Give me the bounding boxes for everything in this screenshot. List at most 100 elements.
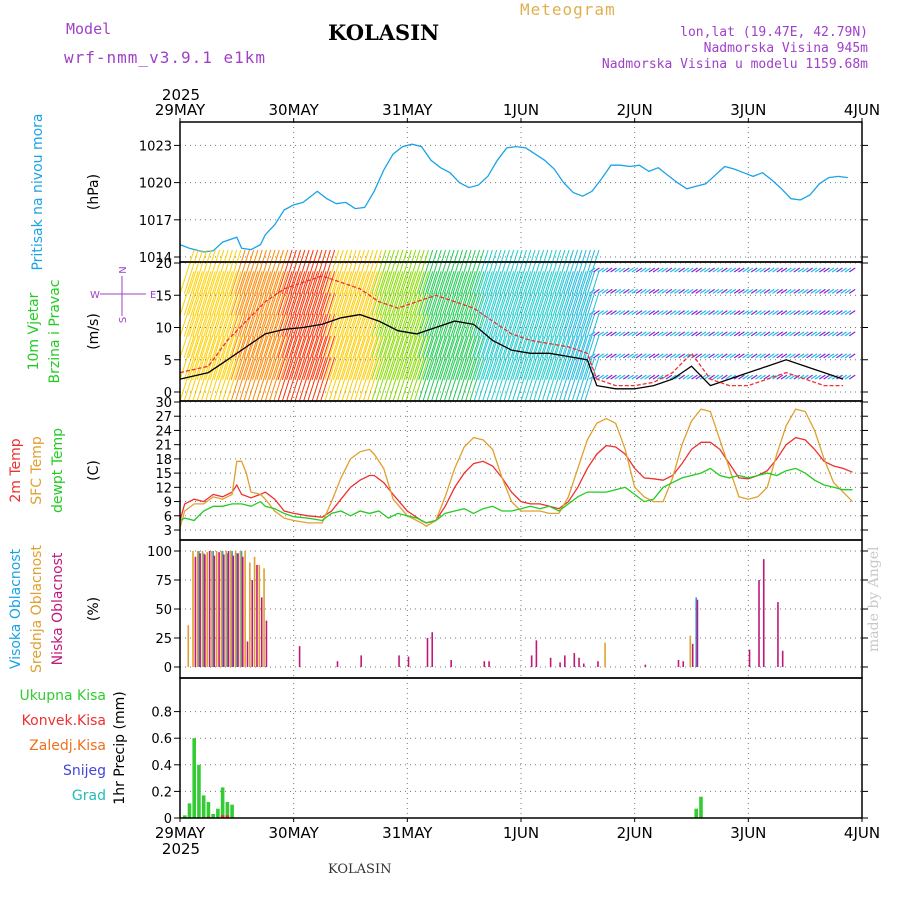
station-elevation: Nadmorska Visina 945m — [703, 41, 868, 56]
y-tick-label: 30 — [155, 396, 172, 411]
y-axis-label: Srednja Oblacnost — [29, 545, 45, 673]
y-tick-label: 5 — [164, 354, 172, 369]
wind-barb — [593, 353, 600, 359]
wind-barb — [669, 267, 677, 273]
wind-barb — [239, 356, 255, 402]
wind-barb — [772, 310, 779, 316]
wind-barb — [657, 331, 664, 337]
wind-barb — [605, 267, 613, 273]
wind-barb — [401, 292, 417, 337]
wind-barb — [405, 292, 421, 337]
wind-barb — [392, 356, 408, 402]
wind-barb — [345, 249, 361, 295]
wind-barb — [644, 374, 651, 380]
y-axis-label: 1hr Precip (mm) — [112, 691, 128, 804]
wind-barb — [222, 292, 238, 337]
wind-barb — [819, 353, 826, 359]
wind-barb — [537, 271, 553, 316]
wind-barb — [362, 335, 378, 380]
wind-barb — [294, 335, 310, 380]
wind-barb — [179, 356, 195, 402]
wind-barb — [473, 271, 489, 316]
wind-barb — [703, 331, 711, 337]
wind-barb — [217, 356, 233, 402]
wind-barb — [575, 356, 591, 402]
wind-barb — [264, 249, 280, 295]
wind-barb — [188, 313, 204, 359]
wind-barb — [482, 271, 498, 316]
wind-barb — [580, 356, 596, 402]
wind-barb — [511, 271, 527, 316]
wind-barb — [678, 331, 686, 337]
wind-barb — [699, 310, 707, 316]
wind-barb — [482, 356, 498, 402]
wind-barb — [239, 335, 255, 380]
wind-barb — [644, 267, 651, 273]
y-tick-label: 27 — [155, 410, 172, 425]
wind-barb — [554, 249, 570, 295]
wind-barb — [379, 356, 395, 402]
wind-compass: W E N S — [90, 266, 156, 323]
wind-barb — [588, 288, 596, 294]
wind-barb — [405, 249, 421, 295]
wind-barb — [367, 313, 383, 359]
wind-barb — [192, 313, 208, 359]
wind-barb — [490, 249, 506, 295]
wind-barb — [260, 335, 276, 380]
wind-barb — [281, 313, 297, 359]
wind-barb — [452, 356, 468, 402]
year-label-top: 2025 — [162, 86, 200, 104]
wind-barb — [716, 267, 724, 273]
wind-barb — [452, 271, 468, 316]
wind-barb — [431, 271, 446, 316]
wind-barb — [315, 249, 331, 295]
wind-barb — [179, 313, 195, 359]
wind-barb — [290, 356, 306, 402]
wind-barb — [541, 335, 557, 380]
wind-barb — [725, 353, 732, 359]
wind-barb — [213, 313, 229, 359]
wind-barb — [460, 271, 476, 316]
wind-barb — [614, 267, 622, 273]
wind-barb — [831, 374, 839, 380]
station-title: KOLASIN — [328, 20, 440, 45]
wind-barb — [251, 271, 267, 316]
wind-barb — [699, 267, 707, 273]
wind-barb — [674, 267, 681, 273]
wind-barb — [384, 313, 400, 359]
panel-cloud: 0 25 50 75 100 Visoka Oblacnost Srednja Oblacn… — [8, 539, 868, 679]
wind-barb — [277, 356, 293, 402]
wind-barb — [567, 292, 583, 337]
wind-barb — [473, 356, 489, 402]
model-label: Model — [66, 20, 112, 38]
wind-barb — [784, 374, 792, 380]
wind-barb — [358, 249, 374, 295]
wind-barb — [529, 313, 545, 359]
wind-barb — [260, 292, 276, 337]
wind-barb — [247, 292, 263, 337]
wind-barb — [362, 292, 378, 337]
wind-barb — [494, 356, 510, 402]
model-run-label: wrf-nmm_v3.9.1 e1km — [64, 48, 267, 67]
wind-barb — [439, 249, 455, 295]
wind-barb — [708, 288, 715, 294]
wind-barb — [750, 310, 758, 316]
wind-barb — [358, 292, 374, 337]
wind-barb — [836, 267, 843, 273]
wind-barb — [490, 313, 506, 359]
wind-barb — [584, 313, 600, 359]
y-tick-label: 24 — [155, 424, 172, 439]
wind-barb — [345, 292, 361, 337]
wind-barb — [742, 331, 749, 337]
wind-barb — [712, 353, 720, 359]
wind-barb — [640, 331, 647, 337]
wind-barb — [350, 271, 365, 316]
wind-barb — [448, 335, 464, 380]
wind-barb — [801, 310, 809, 316]
wind-barb — [563, 335, 579, 380]
time-tick-label: 1JUN — [503, 101, 539, 119]
wind-barb — [209, 335, 225, 380]
wind-barb — [507, 271, 523, 316]
wind-barb — [431, 356, 446, 402]
wind-barb — [733, 288, 741, 294]
